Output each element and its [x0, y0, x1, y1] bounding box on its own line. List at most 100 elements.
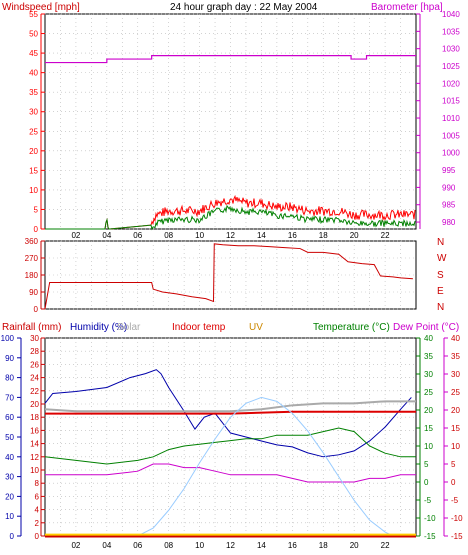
legend-rainfall: Rainfall (mm)	[2, 322, 61, 333]
baro-tick-label: 1005	[442, 131, 460, 140]
x-tick-label-p1: 20	[350, 231, 359, 240]
dew-tick-label: 0	[451, 478, 456, 487]
compass-label: S	[437, 270, 444, 281]
grid-lines	[45, 13, 416, 537]
dew-tick-label: 5	[451, 460, 456, 469]
dir-tick-label: 0	[34, 305, 39, 314]
x-tick-label-p1: 12	[226, 231, 235, 240]
baro-tick-label: 1020	[442, 79, 460, 88]
baro-tick-label: 985	[442, 201, 456, 210]
x-tick-label-p3: 22	[381, 541, 390, 550]
wind-direction-series	[44, 243, 413, 310]
temp-tick-label: -5	[424, 496, 432, 505]
rain-tick-label: 16	[30, 426, 39, 435]
dew-tick-label: 25	[451, 388, 460, 397]
series-layer	[44, 55, 416, 538]
humidity-tick-label: 100	[1, 334, 15, 343]
humidity-tick-label: 30	[5, 473, 14, 482]
x-tick-label-p1: 04	[102, 231, 111, 240]
baro-tick-label: 1000	[442, 149, 460, 158]
x-tick-label-p1: 02	[71, 231, 80, 240]
humidity-tick-label: 20	[5, 492, 14, 501]
dew-tick-label: 35	[451, 352, 460, 361]
temp-tick-label: 35	[424, 352, 433, 361]
dir-tick-label: 90	[29, 288, 38, 297]
x-tick-label-p1: 14	[257, 231, 266, 240]
x-tick-label-p1: 10	[195, 231, 204, 240]
compass-label: N	[437, 302, 444, 313]
humidity-tick-label: 40	[5, 453, 14, 462]
humidity-tick-label: 10	[5, 512, 14, 521]
wind-tick-label: 55	[29, 10, 38, 19]
x-tick-label-p3: 04	[102, 541, 111, 550]
dir-tick-label: 360	[25, 237, 39, 246]
indoor-series	[45, 410, 416, 415]
barometer-series	[45, 55, 416, 64]
compass-label: W	[437, 253, 447, 264]
temp-tick-label: -15	[424, 532, 436, 541]
temp-tick-label: 10	[424, 442, 433, 451]
dew-tick-label: 40	[451, 334, 460, 343]
x-tick-label-p3: 18	[319, 541, 328, 550]
baro-tick-label: 1010	[442, 114, 460, 123]
wind-tick-label: 35	[29, 88, 38, 97]
x-tick-label-p1: 16	[288, 231, 297, 240]
temp-tick-label: 40	[424, 334, 433, 343]
baro-tick-label: 1025	[442, 62, 460, 71]
rain-tick-label: 12	[30, 453, 39, 462]
baro-tick-label: 1015	[442, 97, 460, 106]
graph-title: 24 hour graph day : 22 May 2004	[170, 2, 318, 13]
wind-tick-label: 20	[29, 147, 38, 156]
windspeed-axis-label: Windspeed [mph]	[2, 2, 80, 13]
x-tick-label-p1: 18	[319, 231, 328, 240]
temp-tick-label: 5	[424, 460, 429, 469]
rain-tick-label: 28	[30, 347, 39, 356]
baro-tick-label: 980	[442, 218, 456, 227]
x-tick-label-p3: 02	[71, 541, 80, 550]
rain-tick-label: 22	[30, 387, 39, 396]
rain-tick-label: 14	[30, 440, 39, 449]
rain-tick-label: 0	[35, 532, 40, 541]
wind-tick-label: 25	[29, 127, 38, 136]
rain-tick-label: 26	[30, 360, 39, 369]
x-tick-label-p1: 06	[133, 231, 142, 240]
x-tick-label-p1: 22	[381, 231, 390, 240]
rain-tick-label: 10	[30, 466, 39, 475]
temp-tick-label: 15	[424, 424, 433, 433]
x-tick-label-p3: 06	[133, 541, 142, 550]
humidity-tick-label: 0	[10, 532, 15, 541]
wind-tick-label: 30	[29, 108, 38, 117]
tick-labels: 0510152025303540455055980985990995100010…	[1, 10, 463, 550]
dew-tick-label: 30	[451, 370, 460, 379]
wind-tick-label: 5	[34, 205, 39, 214]
legend-solar: Solar	[117, 322, 141, 333]
baro-tick-label: 990	[442, 183, 456, 192]
temp-tick-label: 25	[424, 388, 433, 397]
temperature-series	[44, 427, 416, 465]
baro-tick-label: 1040	[442, 10, 460, 19]
humidity-series	[44, 369, 412, 458]
humidity-tick-label: 90	[5, 354, 14, 363]
dew-tick-label: 10	[451, 442, 460, 451]
barometer-axis-label: Barometer [hpa]	[371, 2, 443, 13]
legend-humidity: Humidity (%)	[70, 322, 127, 333]
x-tick-label-p3: 16	[288, 541, 297, 550]
rain-tick-label: 8	[35, 479, 40, 488]
legend-temperature: Temperature (°C)	[313, 322, 390, 333]
rain-tick-label: 18	[30, 413, 39, 422]
solar_curve-series	[45, 396, 416, 537]
wind-tick-label: 15	[29, 166, 38, 175]
baro-tick-label: 995	[442, 166, 456, 175]
wind-tick-label: 0	[34, 225, 39, 234]
compass-label: N	[437, 237, 444, 248]
humidity-tick-label: 80	[5, 374, 14, 383]
x-tick-label-p3: 14	[257, 541, 266, 550]
x-tick-label-p3: 12	[226, 541, 235, 550]
rain-tick-label: 20	[30, 400, 39, 409]
dew-tick-label: 20	[451, 406, 460, 415]
dir-tick-label: 180	[25, 271, 39, 280]
dew-tick-label: 15	[451, 424, 460, 433]
x-tick-label-p3: 20	[350, 541, 359, 550]
temp-tick-label: 0	[424, 478, 429, 487]
dewpoint-series	[45, 463, 416, 483]
